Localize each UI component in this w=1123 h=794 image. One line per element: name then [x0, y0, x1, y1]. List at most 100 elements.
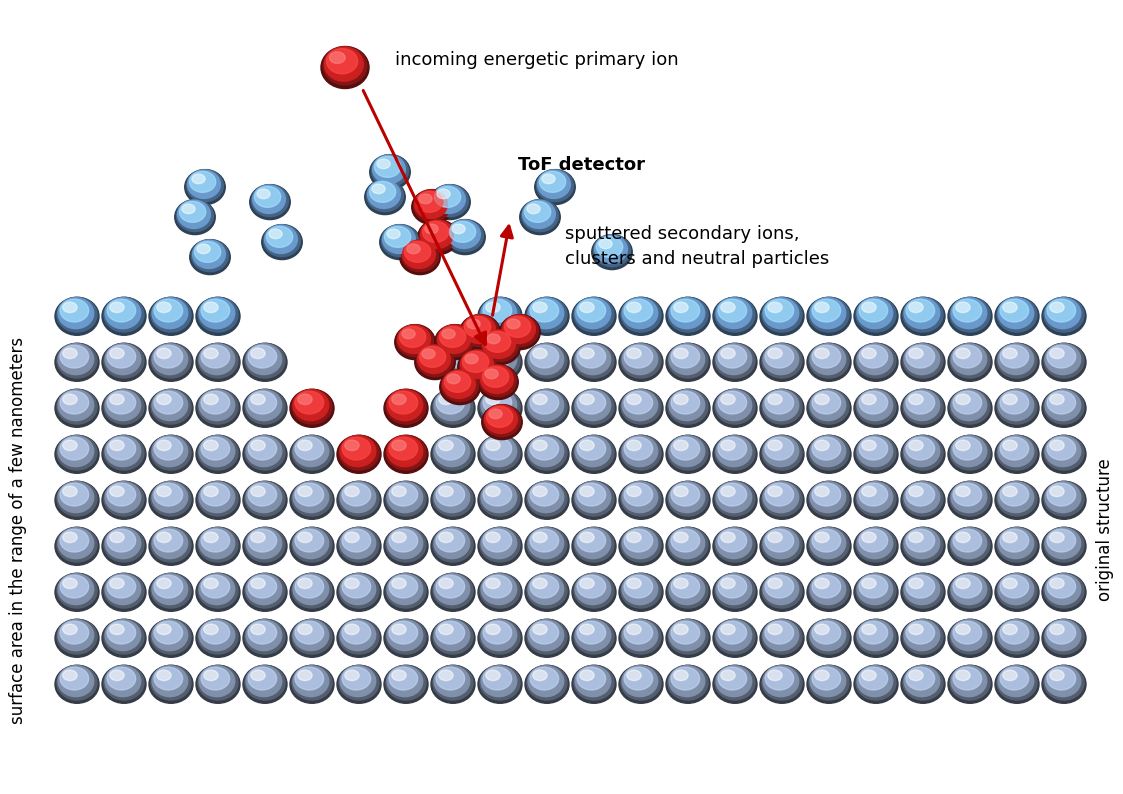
Ellipse shape: [765, 667, 794, 690]
Ellipse shape: [197, 665, 240, 703]
Ellipse shape: [431, 527, 475, 565]
Ellipse shape: [321, 47, 369, 88]
Ellipse shape: [768, 624, 782, 634]
Ellipse shape: [627, 394, 641, 405]
Ellipse shape: [389, 484, 418, 506]
Ellipse shape: [480, 619, 520, 654]
Ellipse shape: [345, 670, 359, 680]
Ellipse shape: [246, 666, 282, 696]
Ellipse shape: [55, 435, 99, 473]
Ellipse shape: [250, 578, 265, 588]
Ellipse shape: [716, 574, 751, 604]
Ellipse shape: [107, 345, 136, 368]
Ellipse shape: [290, 527, 334, 565]
Ellipse shape: [528, 482, 564, 513]
Ellipse shape: [298, 394, 312, 405]
Ellipse shape: [186, 170, 223, 202]
Ellipse shape: [203, 348, 218, 359]
Ellipse shape: [956, 440, 970, 450]
Ellipse shape: [439, 326, 466, 347]
Ellipse shape: [60, 621, 89, 644]
Ellipse shape: [343, 529, 371, 552]
Ellipse shape: [480, 298, 520, 332]
Ellipse shape: [953, 299, 982, 322]
Ellipse shape: [715, 390, 755, 424]
Ellipse shape: [809, 298, 849, 332]
Ellipse shape: [997, 435, 1037, 470]
Ellipse shape: [343, 575, 371, 598]
Ellipse shape: [950, 527, 990, 562]
Ellipse shape: [1046, 528, 1080, 559]
Ellipse shape: [245, 481, 285, 516]
Ellipse shape: [997, 298, 1037, 332]
Ellipse shape: [387, 574, 422, 604]
Ellipse shape: [1046, 666, 1080, 696]
Ellipse shape: [577, 299, 605, 322]
Ellipse shape: [293, 620, 329, 650]
Ellipse shape: [435, 574, 469, 604]
Ellipse shape: [765, 484, 794, 506]
Ellipse shape: [462, 314, 499, 347]
Ellipse shape: [102, 619, 146, 657]
Ellipse shape: [248, 437, 276, 460]
Ellipse shape: [812, 667, 841, 690]
Ellipse shape: [672, 484, 700, 506]
Ellipse shape: [102, 435, 146, 473]
Ellipse shape: [465, 354, 478, 364]
Ellipse shape: [998, 390, 1033, 421]
Ellipse shape: [528, 344, 564, 375]
Ellipse shape: [765, 299, 794, 322]
Ellipse shape: [1001, 391, 1029, 414]
Ellipse shape: [1046, 390, 1080, 421]
Ellipse shape: [192, 240, 226, 268]
Ellipse shape: [482, 405, 522, 440]
Ellipse shape: [672, 391, 700, 414]
Ellipse shape: [901, 389, 944, 427]
Ellipse shape: [58, 298, 93, 329]
Ellipse shape: [621, 527, 661, 562]
Ellipse shape: [1044, 527, 1084, 562]
Ellipse shape: [861, 394, 876, 405]
Ellipse shape: [948, 435, 992, 473]
Ellipse shape: [1001, 437, 1029, 460]
Ellipse shape: [715, 527, 755, 562]
Ellipse shape: [201, 299, 230, 322]
Ellipse shape: [594, 235, 628, 264]
Ellipse shape: [861, 440, 876, 450]
Ellipse shape: [572, 343, 617, 381]
Ellipse shape: [433, 619, 473, 654]
Ellipse shape: [668, 390, 707, 424]
Ellipse shape: [245, 435, 285, 470]
Ellipse shape: [418, 345, 450, 373]
Ellipse shape: [764, 344, 798, 375]
Ellipse shape: [345, 486, 359, 496]
Ellipse shape: [995, 573, 1039, 611]
Ellipse shape: [621, 390, 661, 424]
Ellipse shape: [760, 343, 804, 381]
Ellipse shape: [948, 389, 992, 427]
Ellipse shape: [264, 225, 301, 256]
Ellipse shape: [577, 484, 605, 506]
Ellipse shape: [527, 435, 567, 470]
Ellipse shape: [575, 574, 611, 604]
Ellipse shape: [339, 619, 380, 654]
Ellipse shape: [150, 390, 191, 424]
Ellipse shape: [203, 303, 218, 313]
Ellipse shape: [575, 666, 611, 696]
Ellipse shape: [431, 481, 475, 519]
Ellipse shape: [106, 528, 140, 559]
Ellipse shape: [392, 394, 407, 405]
Ellipse shape: [950, 344, 990, 378]
Ellipse shape: [1046, 436, 1080, 467]
Ellipse shape: [198, 344, 238, 378]
Ellipse shape: [487, 334, 500, 344]
Ellipse shape: [389, 529, 418, 552]
Ellipse shape: [106, 390, 140, 421]
Ellipse shape: [672, 575, 700, 598]
Ellipse shape: [478, 343, 522, 381]
Ellipse shape: [599, 239, 612, 249]
Ellipse shape: [765, 529, 794, 552]
Ellipse shape: [63, 486, 77, 496]
Ellipse shape: [483, 667, 512, 690]
Ellipse shape: [104, 390, 144, 424]
